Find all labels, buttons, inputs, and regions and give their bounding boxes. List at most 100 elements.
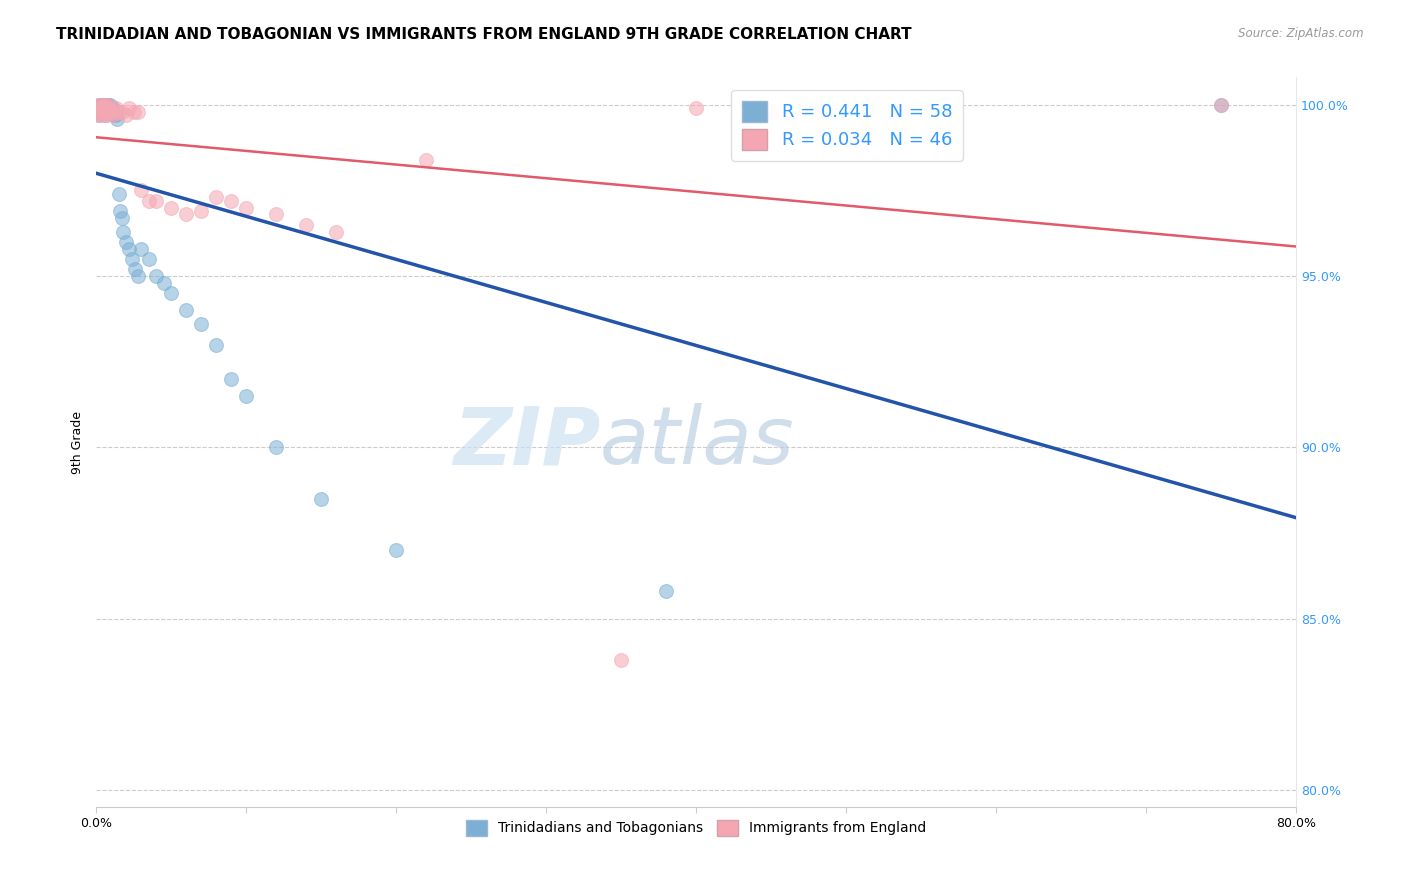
Point	[610, 653, 633, 667]
Point	[98, 104, 121, 119]
Point	[138, 194, 160, 208]
Point	[160, 201, 183, 215]
Point	[97, 98, 120, 112]
Point	[100, 101, 122, 115]
Point	[98, 98, 121, 112]
Point	[93, 98, 115, 112]
Point	[90, 104, 112, 119]
Point	[91, 98, 114, 112]
Point	[87, 108, 110, 122]
Point	[90, 98, 112, 112]
Point	[86, 104, 108, 119]
Point	[219, 372, 242, 386]
Point	[115, 235, 138, 249]
Point	[93, 98, 115, 112]
Point	[93, 104, 115, 119]
Point	[87, 104, 110, 119]
Point	[93, 98, 115, 112]
Point	[94, 98, 117, 112]
Point	[205, 190, 228, 204]
Point	[91, 108, 114, 122]
Point	[97, 104, 120, 119]
Point	[145, 194, 167, 208]
Point	[96, 104, 118, 119]
Y-axis label: 9th Grade: 9th Grade	[72, 410, 84, 474]
Point	[127, 104, 149, 119]
Point	[385, 543, 408, 558]
Point	[97, 101, 120, 115]
Point	[96, 101, 118, 115]
Point	[129, 184, 152, 198]
Point	[264, 441, 287, 455]
Point	[122, 104, 145, 119]
Text: atlas: atlas	[600, 403, 794, 482]
Point	[118, 242, 141, 256]
Point	[101, 104, 124, 119]
Point	[152, 276, 174, 290]
Point	[87, 101, 110, 115]
Point	[655, 584, 678, 599]
Point	[97, 104, 120, 119]
Point	[264, 207, 287, 221]
Point	[129, 242, 152, 256]
Point	[96, 108, 118, 122]
Point	[804, 104, 827, 119]
Point	[235, 201, 257, 215]
Point	[104, 101, 127, 115]
Point	[87, 101, 110, 115]
Point	[138, 252, 160, 266]
Point	[110, 211, 132, 225]
Point	[98, 101, 121, 115]
Point	[96, 98, 118, 112]
Point	[118, 101, 141, 115]
Point	[295, 218, 318, 232]
Point	[110, 104, 132, 119]
Point	[219, 194, 242, 208]
Point	[103, 104, 125, 119]
Text: ZIP: ZIP	[453, 403, 600, 482]
Point	[94, 104, 117, 119]
Point	[94, 98, 117, 112]
Point	[121, 252, 143, 266]
Point	[415, 153, 437, 167]
Point	[101, 101, 124, 115]
Point	[105, 112, 128, 126]
Point	[104, 108, 127, 122]
Point	[1209, 98, 1232, 112]
Legend: Trinidadians and Tobagonians, Immigrants from England: Trinidadians and Tobagonians, Immigrants…	[458, 811, 935, 844]
Text: TRINIDADIAN AND TOBAGONIAN VS IMMIGRANTS FROM ENGLAND 9TH GRADE CORRELATION CHAR: TRINIDADIAN AND TOBAGONIAN VS IMMIGRANTS…	[56, 27, 912, 42]
Point	[91, 98, 114, 112]
Point	[235, 389, 257, 403]
Point	[96, 101, 118, 115]
Point	[160, 286, 183, 301]
Point	[86, 104, 108, 119]
Point	[101, 108, 124, 122]
Point	[90, 104, 112, 119]
Point	[93, 101, 115, 115]
Point	[91, 104, 114, 119]
Point	[86, 98, 108, 112]
Point	[190, 204, 212, 219]
Point	[93, 98, 115, 112]
Point	[100, 104, 122, 119]
Point	[108, 204, 131, 219]
Point	[1209, 98, 1232, 112]
Point	[94, 104, 117, 119]
Point	[309, 491, 332, 506]
Text: Source: ZipAtlas.com: Source: ZipAtlas.com	[1239, 27, 1364, 40]
Point	[124, 262, 146, 277]
Point	[685, 101, 707, 115]
Point	[112, 225, 135, 239]
Point	[107, 104, 129, 119]
Point	[97, 98, 120, 112]
Point	[205, 337, 228, 351]
Point	[93, 104, 115, 119]
Point	[107, 186, 129, 201]
Point	[94, 98, 117, 112]
Point	[91, 101, 114, 115]
Point	[115, 108, 138, 122]
Point	[86, 108, 108, 122]
Point	[174, 207, 197, 221]
Point	[325, 225, 347, 239]
Point	[90, 98, 112, 112]
